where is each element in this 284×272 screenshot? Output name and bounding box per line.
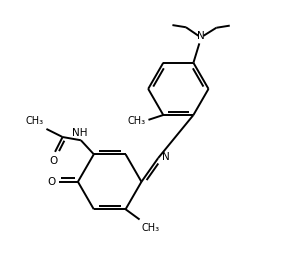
- Text: O: O: [47, 177, 55, 187]
- Text: O: O: [50, 156, 58, 166]
- Text: CH₃: CH₃: [142, 223, 160, 233]
- Text: NH: NH: [72, 128, 87, 138]
- Text: N: N: [162, 152, 170, 162]
- Text: CH₃: CH₃: [128, 116, 146, 126]
- Text: CH₃: CH₃: [26, 116, 44, 126]
- Text: N: N: [197, 31, 204, 41]
